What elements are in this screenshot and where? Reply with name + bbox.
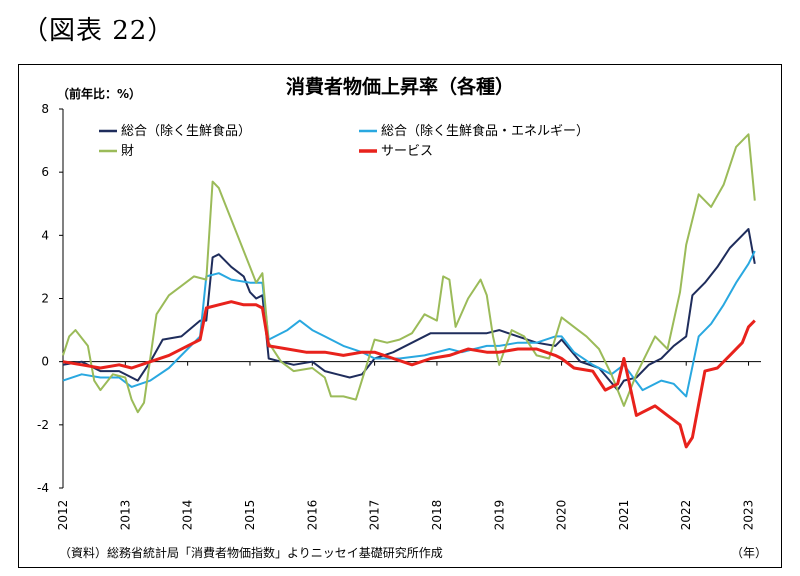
x-tick-label: 2018 [430,500,444,531]
x-tick-label: 2021 [617,500,631,531]
y-axis-unit: （前年比：%） [57,86,141,101]
x-tick-label: 2020 [555,500,569,531]
series-line-2 [62,250,756,398]
series-layer [62,133,756,449]
chart-frame: 消費者物価上昇率（各種） （前年比：%） 8 6 4 2 0 -2 -4 2012 2013 20… [18,64,782,568]
y-tick-label: 6 [41,165,49,179]
chart-svg: 消費者物価上昇率（各種） （前年比：%） 8 6 4 2 0 -2 -4 2012 2013 20… [37,75,767,560]
legend: 総合（除く生鮮食品） 総合（除く生鮮食品・エネルギー） 財 サービス [99,123,589,159]
series-line-4 [62,300,756,449]
legend-label: 総合（除く生鮮食品） [121,123,251,139]
x-tick-label: 2016 [305,500,319,531]
x-tick-label: 2015 [243,500,257,531]
x-tick-label: 2022 [679,500,693,531]
series-line-1 [62,228,756,392]
y-tick-label: 8 [41,102,49,116]
legend-label: 財 [121,144,134,159]
x-tick-label: 2023 [742,500,756,531]
x-tick-label: 2019 [492,500,506,531]
x-tick-label: 2017 [368,500,382,531]
plot-area: 8 6 4 2 0 -2 -4 2012 2013 2014 2015 2016 2017 2018 201… [37,102,761,530]
y-tick-label: 4 [41,228,49,242]
y-tick-label: -2 [37,418,49,432]
x-tick-label: 2012 [56,500,70,531]
x-tick-label: 2014 [181,500,195,531]
legend-label: 総合（除く生鮮食品・エネルギー） [381,123,589,139]
source-note: （資料）総務省統計局「消費者物価指数」よりニッセイ基礎研究所作成 [59,545,443,560]
y-tick-label: 2 [41,292,49,306]
y-tick-label: 0 [41,355,49,369]
legend-label: サービス [381,144,433,159]
chart-title: 消費者物価上昇率（各種） [286,75,514,98]
x-axis-unit: （年） [731,546,767,560]
x-tick-label: 2013 [118,500,132,531]
y-tick-label: -4 [37,481,49,495]
series-line-3 [62,133,756,414]
figure-label: （図表 22） [22,16,175,46]
